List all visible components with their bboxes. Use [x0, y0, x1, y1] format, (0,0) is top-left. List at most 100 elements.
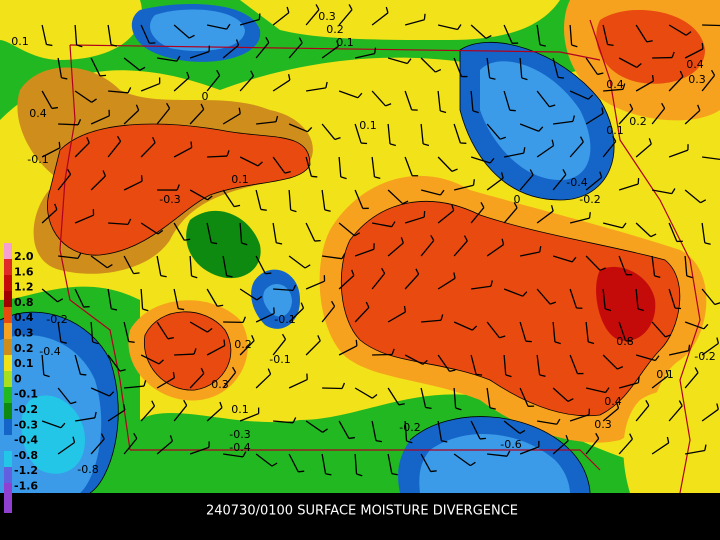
- wind-barb-flag: [565, 434, 569, 442]
- wind-barb-flag: [271, 462, 278, 467]
- wind-barb-flag: [311, 175, 318, 178]
- wind-barb: [272, 222, 277, 243]
- scale-label: 0: [14, 372, 22, 385]
- wind-barb-flag: [571, 256, 577, 263]
- wind-barb-flag: [439, 189, 445, 196]
- wind-barb: [387, 189, 404, 205]
- wind-barb-flag: [226, 275, 233, 278]
- contour-line: [340, 201, 681, 417]
- wind-barb-flag: [336, 40, 339, 47]
- wind-barb: [684, 321, 705, 330]
- wind-barb-flag: [200, 367, 205, 374]
- wind-barb: [668, 222, 678, 242]
- wind-barb: [701, 408, 719, 422]
- contour-label: -0.6: [500, 438, 521, 451]
- wind-barb-flag: [621, 222, 627, 229]
- wind-barb: [256, 121, 277, 125]
- wind-barb-flag: [250, 70, 255, 77]
- wind-barb: [387, 123, 391, 144]
- contour-label: 0.3: [211, 378, 229, 391]
- wind-barb: [404, 156, 413, 176]
- wind-barb: [107, 354, 121, 372]
- wind-barb-flag: [348, 4, 353, 11]
- wind-barb: [437, 420, 443, 441]
- wind-barb: [74, 90, 92, 103]
- field-dark-green: [186, 210, 261, 279]
- wind-barb-flag: [290, 209, 297, 213]
- wind-barb-flag: [99, 74, 107, 77]
- wind-barb-flag: [298, 470, 305, 473]
- wind-barb-flag: [637, 308, 644, 312]
- wind-barb: [288, 42, 303, 59]
- wind-barb-flag: [183, 399, 188, 406]
- wind-barb: [124, 385, 145, 389]
- contour-label: -0.2: [46, 313, 67, 326]
- wind-barb: [189, 321, 208, 333]
- wind-barb-flag: [519, 429, 526, 434]
- wind-barb: [321, 305, 336, 323]
- wind-barb-flag: [51, 106, 58, 110]
- wind-barb: [635, 288, 639, 309]
- wind-barb-flag: [374, 176, 381, 179]
- wind-barb: [372, 222, 392, 228]
- wind-barb-flag: [457, 24, 462, 30]
- wind-barb-flag: [265, 272, 272, 275]
- wind-barb-flag: [158, 359, 164, 365]
- wind-barb-flag: [400, 237, 404, 244]
- contour-label: 0: [202, 90, 209, 103]
- wind-barb: [668, 24, 687, 36]
- wind-barb: [618, 57, 638, 68]
- wind-barb-flag: [61, 77, 68, 80]
- wind-barb-flag: [571, 44, 578, 48]
- wind-barb: [651, 442, 670, 455]
- scale-swatch: [4, 419, 12, 435]
- wind-barb-flag: [554, 341, 561, 345]
- wind-barb-flag: [119, 369, 126, 372]
- wind-barb-flag: [588, 341, 595, 345]
- wind-barb: [471, 285, 492, 290]
- wind-barb: [57, 57, 63, 78]
- wind-barb: [107, 140, 122, 158]
- wind-barb: [255, 453, 273, 467]
- wind-barb: [123, 57, 141, 71]
- field-dark-red: [596, 266, 656, 341]
- wind-barb-flag: [391, 348, 395, 355]
- wind-barb: [338, 156, 342, 177]
- wind-barb: [470, 24, 487, 39]
- contour-label: 0.8: [616, 335, 634, 348]
- wind-barb: [651, 107, 666, 125]
- wind-barb: [387, 242, 404, 257]
- wind-barb: [421, 319, 442, 323]
- wind-barb: [685, 449, 705, 455]
- wind-barb-flag: [60, 341, 67, 344]
- wind-barb-flag: [612, 135, 617, 142]
- wind-barb: [74, 354, 81, 375]
- wind-barb-flag: [128, 340, 135, 343]
- wind-barb-flag: [57, 298, 64, 303]
- wind-barb: [140, 222, 159, 235]
- wind-barb: [156, 107, 171, 125]
- wind-barb-flag: [637, 376, 640, 383]
- wind-barb: [338, 90, 359, 99]
- wind-barb-flag: [267, 368, 272, 375]
- wind-barb: [338, 345, 358, 356]
- wind-barb-flag: [385, 103, 392, 107]
- wind-barb-flag: [538, 126, 544, 132]
- wind-barb: [173, 77, 190, 92]
- wind-barb-flag: [529, 169, 534, 176]
- wind-barb: [305, 420, 323, 433]
- contour-label: 0.1: [336, 36, 354, 49]
- wind-barb: [41, 208, 58, 224]
- state-borders: [59, 19, 701, 494]
- field-light-blue: [150, 9, 245, 51]
- wind-barb: [239, 75, 254, 92]
- wind-barb: [453, 453, 471, 467]
- wind-barb-flag: [241, 242, 248, 246]
- wind-barb-flag: [406, 58, 412, 64]
- scale-label: -0.1: [14, 388, 38, 401]
- wind-barb: [189, 446, 210, 455]
- wind-barb-flag: [223, 339, 226, 346]
- wind-barb: [519, 446, 540, 455]
- wind-barb: [486, 123, 501, 140]
- wind-barb-flag: [276, 242, 283, 245]
